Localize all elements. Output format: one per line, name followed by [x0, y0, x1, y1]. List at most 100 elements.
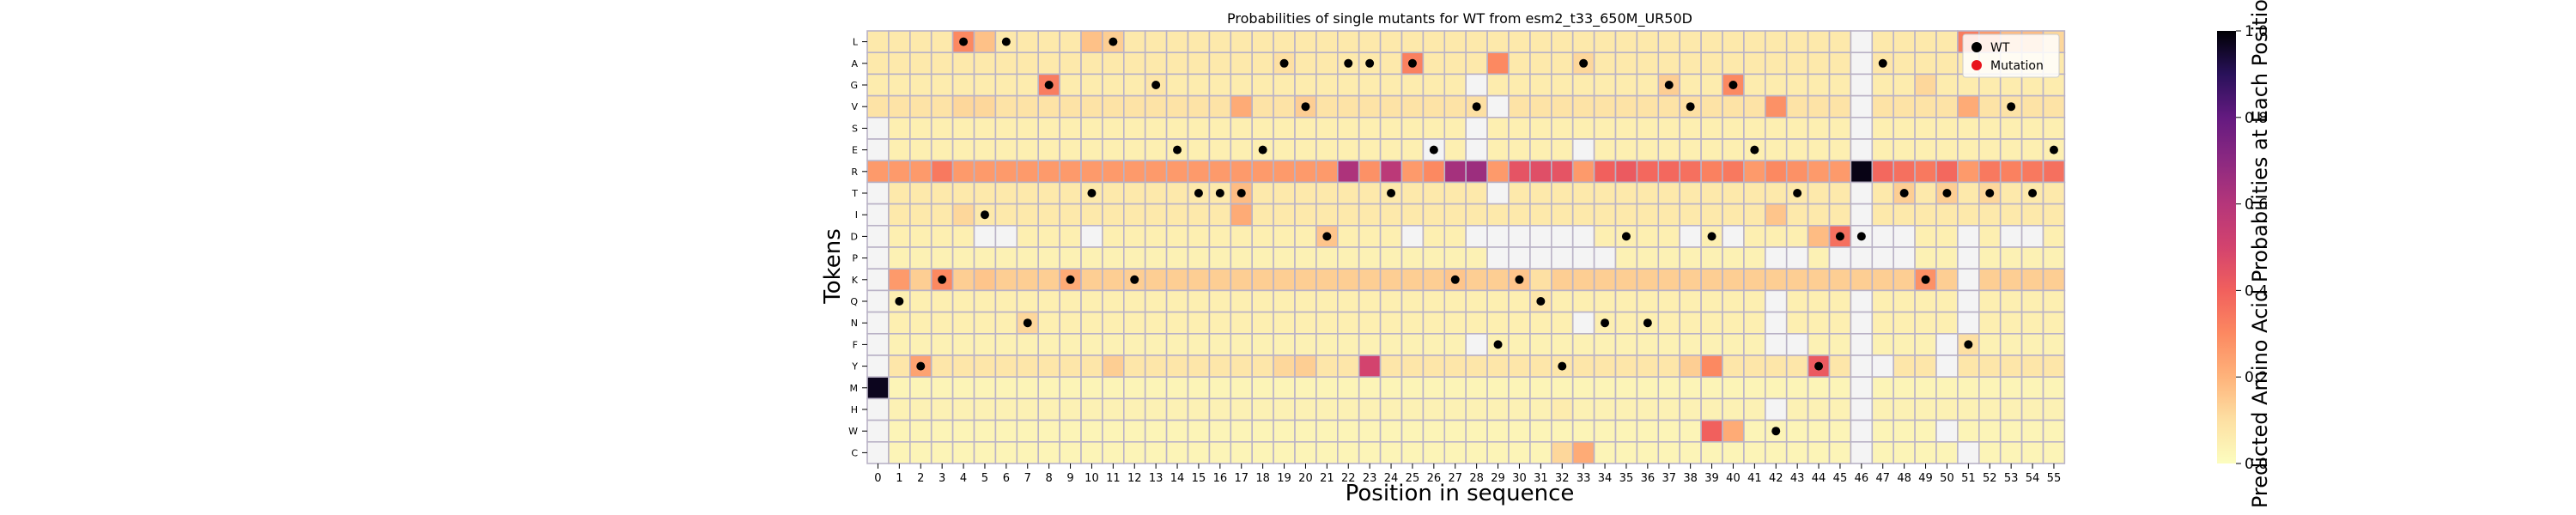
heatmap-cell-P-47	[1871, 246, 1895, 270]
heatmap-cell-I-16	[1208, 203, 1232, 227]
heatmap-cell-E-48	[1893, 138, 1916, 162]
heatmap-cell-G-42	[1765, 73, 1788, 97]
heatmap-cell-S-26	[1422, 117, 1446, 140]
heatmap-cell-E-11	[1102, 138, 1125, 162]
heatmap-cell-N-38	[1679, 311, 1702, 335]
heatmap-cell-A-40	[1722, 52, 1745, 76]
heatmap-cell-V-54	[2020, 94, 2044, 118]
heatmap-cell-I-34	[1593, 203, 1617, 227]
heatmap-cell-K-32	[1551, 268, 1574, 292]
heatmap-cell-Y-16	[1208, 354, 1232, 379]
colorbar	[2217, 31, 2236, 464]
heatmap-cell-A-35	[1614, 52, 1638, 76]
heatmap-cell-T-29	[1486, 181, 1510, 205]
heatmap-cell-E-27	[1443, 138, 1467, 162]
heatmap-cell-C-28	[1465, 440, 1488, 464]
heatmap-cell-N-47	[1871, 311, 1895, 335]
heatmap-cell-G-25	[1400, 73, 1425, 97]
heatmap-cell-D-50	[1935, 224, 1959, 248]
heatmap-cell-N-49	[1914, 311, 1937, 335]
x-tick-label-12: 12	[1127, 472, 1142, 485]
heatmap-cell-N-4	[951, 311, 975, 335]
heatmap-cell-A-8	[1037, 52, 1060, 76]
heatmap-cell-T-23	[1358, 181, 1382, 205]
heatmap-cell-C-9	[1059, 440, 1082, 464]
heatmap-cell-R-34	[1593, 160, 1617, 184]
heatmap-cell-L-44	[1807, 30, 1831, 54]
heatmap-cell-Y-36	[1636, 354, 1660, 379]
heatmap-cell-A-7	[1016, 52, 1040, 76]
heatmap-cell-W-6	[994, 419, 1018, 443]
heatmap-cell-M-7	[1016, 376, 1040, 400]
wt-point-D-39	[1707, 232, 1716, 241]
heatmap-cell-N-5	[973, 311, 997, 335]
heatmap-cell-V-55	[2042, 94, 2066, 118]
x-tick-label-34: 34	[1598, 472, 1613, 485]
heatmap-cell-E-6	[994, 138, 1018, 162]
x-tick-label-44: 44	[1812, 472, 1826, 485]
heatmap-cell-C-8	[1037, 440, 1060, 464]
heatmap-cell-R-24	[1379, 160, 1403, 184]
heatmap-cell-C-48	[1893, 440, 1916, 464]
heatmap-cell-T-37	[1657, 181, 1681, 205]
heatmap-cell-Y-7	[1016, 354, 1040, 379]
heatmap-cell-N-11	[1102, 311, 1125, 335]
heatmap-cell-K-0	[866, 268, 890, 292]
heatmap-cell-W-38	[1679, 419, 1702, 443]
heatmap-cell-V-9	[1059, 94, 1082, 118]
heatmap-cell-F-24	[1379, 332, 1403, 356]
heatmap-cell-F-37	[1657, 332, 1681, 356]
heatmap-cell-R-36	[1636, 160, 1660, 184]
heatmap-cell-E-36	[1636, 138, 1660, 162]
heatmap-cell-F-1	[888, 332, 911, 356]
heatmap-cell-H-31	[1529, 397, 1552, 421]
heatmap-cell-N-8	[1037, 311, 1060, 335]
heatmap-cell-W-41	[1743, 419, 1766, 443]
heatmap-cell-W-20	[1294, 419, 1317, 443]
heatmap-cell-K-7	[1016, 268, 1040, 292]
heatmap-cell-E-30	[1508, 138, 1531, 162]
heatmap-cell-F-14	[1165, 332, 1189, 356]
heatmap-cell-N-19	[1273, 311, 1296, 335]
heatmap-cell-S-54	[2020, 117, 2044, 140]
heatmap-cell-A-10	[1080, 52, 1103, 76]
heatmap-cell-W-31	[1529, 419, 1552, 443]
heatmap-cell-W-43	[1785, 419, 1809, 443]
heatmap-cell-N-40	[1722, 311, 1745, 335]
heatmap-cell-L-20	[1294, 30, 1317, 54]
heatmap-cell-N-45	[1828, 311, 1852, 335]
heatmap-cell-I-1	[888, 203, 911, 227]
heatmap-cell-M-33	[1571, 376, 1595, 400]
heatmap-cell-K-19	[1273, 268, 1296, 292]
wt-point-G-40	[1728, 81, 1738, 89]
heatmap-cell-D-20	[1294, 224, 1317, 248]
wt-point-Y-32	[1558, 361, 1567, 371]
heatmap-cell-Q-54	[2020, 289, 2044, 313]
heatmap-cell-F-45	[1828, 332, 1852, 356]
x-tick-label-27: 27	[1448, 472, 1462, 485]
heatmap-cell-M-48	[1893, 376, 1916, 400]
y-tick-label-Y: Y	[851, 361, 858, 373]
heatmap-cell-F-33	[1571, 332, 1595, 356]
heatmap-cell-C-53	[1999, 440, 2023, 464]
heatmap-cell-W-44	[1807, 419, 1831, 443]
heatmap-cell-Q-5	[973, 289, 997, 313]
heatmap-cell-D-0	[866, 224, 890, 248]
heatmap-cell-G-54	[2020, 73, 2044, 97]
heatmap-cell-Q-39	[1700, 289, 1723, 313]
heatmap-cell-N-27	[1443, 311, 1467, 335]
heatmap-cell-H-51	[1957, 397, 1980, 421]
heatmap-cell-P-14	[1165, 246, 1189, 270]
heatmap-cell-Q-24	[1379, 289, 1403, 313]
x-tick-label-35: 35	[1619, 472, 1634, 485]
wt-point-D-35	[1621, 232, 1631, 241]
heatmap-cell-C-5	[973, 440, 997, 464]
heatmap-cell-Q-8	[1037, 289, 1060, 313]
heatmap-cell-A-27	[1443, 52, 1467, 76]
heatmap-cell-G-17	[1230, 73, 1254, 97]
heatmap-cell-G-32	[1551, 73, 1574, 97]
heatmap-cell-S-25	[1400, 117, 1425, 140]
heatmap-cell-V-34	[1593, 94, 1617, 118]
heatmap-cell-Y-14	[1165, 354, 1189, 379]
